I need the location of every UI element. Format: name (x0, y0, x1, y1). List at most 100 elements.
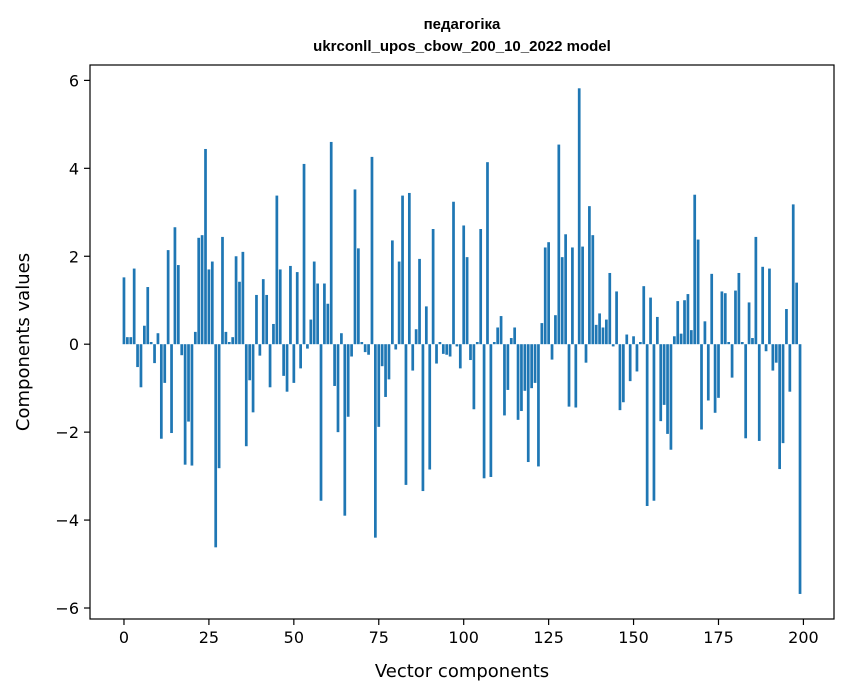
bar (666, 344, 669, 434)
bar (292, 344, 296, 383)
y-tick-label: −4 (55, 511, 79, 530)
bar (190, 344, 194, 466)
bar (445, 344, 449, 355)
bar (615, 291, 618, 345)
bar (255, 294, 258, 345)
bar (496, 327, 500, 345)
bar (306, 344, 309, 349)
bar (272, 323, 275, 345)
bar (418, 258, 421, 345)
bar (744, 344, 748, 439)
bar (326, 303, 330, 345)
y-axis-ticks: −6 −4 −2 0 2 4 6 (55, 71, 90, 618)
bar (224, 331, 228, 345)
bar (506, 344, 510, 390)
bar (557, 144, 561, 345)
bar (238, 281, 241, 345)
bar (261, 279, 265, 345)
bar (153, 344, 156, 364)
bar (173, 227, 177, 345)
bar (693, 194, 697, 345)
bar (275, 195, 279, 345)
bar (734, 290, 737, 345)
bar (360, 342, 364, 345)
bar (618, 344, 622, 411)
x-tick-label: 0 (119, 628, 129, 647)
bar (319, 344, 323, 501)
bar (136, 344, 139, 368)
bar (370, 156, 374, 345)
bar (751, 338, 754, 345)
x-tick-label: 25 (199, 628, 219, 647)
y-tick-label: 2 (69, 247, 79, 266)
bar (781, 344, 785, 444)
x-tick-label: 125 (533, 628, 564, 647)
bar (448, 344, 452, 357)
bar (391, 240, 394, 345)
bar (248, 344, 252, 381)
bar (740, 342, 744, 345)
bar (554, 315, 557, 345)
bar (350, 344, 353, 357)
bar (567, 344, 571, 407)
bar (475, 342, 479, 345)
bar (727, 342, 731, 345)
bar (289, 265, 292, 345)
bar (649, 297, 652, 345)
bar (234, 256, 238, 345)
bar (798, 344, 802, 594)
bar (676, 301, 680, 345)
bar (574, 344, 578, 408)
bar (166, 250, 170, 345)
bar (302, 163, 306, 345)
bar (299, 344, 302, 369)
bar (655, 316, 659, 345)
bar (706, 344, 710, 401)
y-tick-label: −2 (55, 423, 79, 442)
bar (713, 344, 717, 413)
bar (584, 344, 588, 363)
bar (771, 344, 775, 371)
bar (265, 294, 269, 345)
bar (560, 257, 564, 345)
bar (187, 344, 190, 422)
bar (183, 344, 187, 465)
bar (176, 265, 180, 345)
bar (397, 261, 401, 345)
bar (149, 342, 153, 345)
x-axis-label: Vector components (375, 661, 549, 682)
bar (227, 342, 231, 345)
bar (428, 344, 432, 470)
bar (608, 272, 612, 345)
bar (594, 324, 598, 345)
bar (492, 342, 496, 345)
bar (710, 273, 714, 345)
bar (384, 344, 387, 397)
bar (159, 344, 163, 439)
bar (346, 344, 350, 417)
bar (139, 344, 143, 388)
bar (537, 344, 540, 467)
bar (278, 269, 282, 345)
bar (635, 344, 639, 372)
bar (696, 239, 700, 345)
chart-title-line-2: ukrconll_upos_cbow_200_10_2022 model (313, 38, 611, 55)
bar (455, 344, 459, 347)
bar (441, 344, 445, 354)
bar (730, 344, 734, 378)
x-tick-label: 150 (618, 628, 649, 647)
bar (489, 344, 493, 477)
bar (523, 344, 527, 391)
y-tick-label: 4 (69, 159, 79, 178)
bar (588, 206, 591, 345)
x-tick-label: 200 (788, 628, 819, 647)
bar (672, 336, 676, 345)
bar (778, 344, 781, 470)
bar (785, 309, 788, 345)
bar (639, 342, 642, 345)
bar (774, 344, 778, 363)
bar (520, 344, 523, 412)
bar (526, 344, 530, 463)
bar (180, 344, 184, 356)
